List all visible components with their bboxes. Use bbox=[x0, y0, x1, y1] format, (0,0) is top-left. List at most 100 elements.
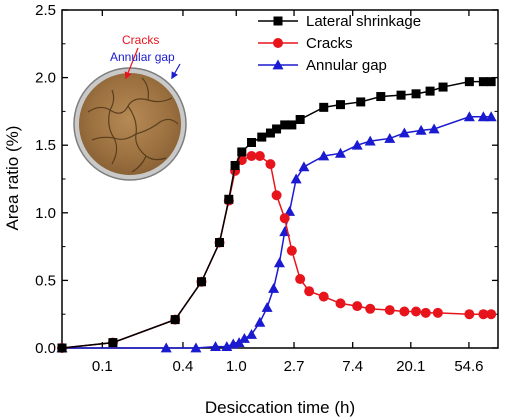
soil-sample-photo bbox=[73, 67, 187, 181]
data-point-lateral-shrinkage bbox=[215, 238, 225, 248]
data-point-cracks bbox=[352, 301, 363, 312]
data-point-annular-gap bbox=[398, 127, 410, 138]
data-point-annular-gap bbox=[246, 328, 258, 339]
legend-item-lateral-shrinkage: Lateral shrinkage bbox=[258, 13, 421, 30]
data-point-annular-gap bbox=[384, 132, 396, 143]
legend-label: Annular gap bbox=[306, 57, 387, 74]
data-point-annular-gap bbox=[160, 342, 172, 353]
series-line-cracks bbox=[61, 155, 492, 349]
annular-gap-annotation: Annular gap bbox=[110, 50, 175, 64]
data-point-cracks bbox=[420, 307, 431, 318]
x-axis-title: Desiccation time (h) bbox=[205, 398, 355, 417]
data-point-lateral-shrinkage bbox=[196, 277, 206, 287]
data-point-cracks bbox=[399, 306, 410, 317]
data-point-annular-gap bbox=[485, 111, 497, 122]
data-point-annular-gap bbox=[210, 341, 222, 352]
y-tick-label: 0.0 bbox=[35, 340, 56, 357]
data-point-lateral-shrinkage bbox=[170, 315, 180, 325]
cracks-annotation: Cracks bbox=[122, 33, 159, 47]
data-point-annular-gap bbox=[254, 316, 266, 327]
data-point-lateral-shrinkage bbox=[335, 100, 345, 110]
y-tick-labels: 0.0 0.5 1.0 1.5 2.0 2.5 bbox=[35, 2, 56, 357]
data-point-cracks bbox=[318, 291, 329, 302]
data-point-annular-gap bbox=[261, 301, 273, 312]
data-point-lateral-shrinkage bbox=[295, 115, 305, 125]
annular-gap-arrow bbox=[171, 63, 181, 80]
x-tick-label: 20.1 bbox=[396, 358, 425, 375]
data-point-annular-gap bbox=[221, 341, 233, 352]
y-tick-label: 2.5 bbox=[35, 2, 56, 19]
data-point-annular-gap bbox=[233, 337, 245, 347]
data-point-annular-gap bbox=[477, 111, 489, 122]
data-point-annular-gap bbox=[284, 205, 296, 216]
data-point-cracks bbox=[335, 298, 346, 309]
data-point-lateral-shrinkage bbox=[319, 102, 329, 112]
data-point-cracks bbox=[295, 274, 306, 285]
data-point-lateral-shrinkage bbox=[108, 338, 118, 348]
cracks-arrow bbox=[124, 47, 139, 80]
data-point-annular-gap bbox=[334, 147, 346, 158]
data-point-cracks bbox=[365, 303, 376, 314]
data-point-annular-gap bbox=[290, 173, 302, 184]
data-point-cracks bbox=[384, 305, 395, 316]
data-point-cracks bbox=[265, 159, 276, 170]
data-point-lateral-shrinkage bbox=[411, 89, 421, 99]
legend-item-annular-gap: Annular gap bbox=[258, 57, 387, 74]
data-point-annular-gap bbox=[318, 150, 330, 161]
data-point-cracks bbox=[246, 151, 257, 162]
data-point-lateral-shrinkage bbox=[486, 77, 496, 87]
y-axis-title: Area ratio (%) bbox=[3, 126, 22, 231]
legend-marker bbox=[273, 16, 283, 26]
data-point-cracks bbox=[464, 309, 475, 320]
series-lateral-shrinkage bbox=[57, 77, 496, 353]
legend: Lateral shrinkage Cracks Annular gap bbox=[258, 13, 421, 74]
data-point-lateral-shrinkage bbox=[237, 147, 247, 157]
data-point-annular-gap bbox=[415, 124, 427, 135]
data-point-lateral-shrinkage bbox=[438, 82, 448, 92]
data-point-annular-gap bbox=[298, 161, 310, 172]
legend-marker bbox=[273, 38, 283, 48]
data-point-cracks bbox=[478, 309, 489, 320]
data-point-lateral-shrinkage bbox=[280, 120, 290, 130]
data-point-lateral-shrinkage bbox=[272, 124, 282, 134]
data-point-lateral-shrinkage bbox=[287, 120, 297, 130]
data-point-annular-gap bbox=[364, 135, 376, 146]
data-point-lateral-shrinkage bbox=[356, 97, 366, 107]
y-tick-label: 1.0 bbox=[35, 205, 56, 222]
data-point-cracks bbox=[271, 190, 282, 201]
data-point-annular-gap bbox=[351, 139, 363, 150]
data-point-lateral-shrinkage bbox=[376, 92, 386, 102]
data-point-lateral-shrinkage bbox=[265, 128, 275, 138]
data-point-lateral-shrinkage bbox=[396, 90, 406, 100]
data-point-annular-gap bbox=[273, 257, 285, 268]
axis-ticks bbox=[62, 9, 498, 349]
data-point-cracks bbox=[486, 309, 497, 320]
data-point-lateral-shrinkage bbox=[425, 86, 435, 96]
data-point-lateral-shrinkage bbox=[478, 77, 488, 87]
data-point-lateral-shrinkage bbox=[247, 137, 257, 147]
legend-marker bbox=[272, 59, 284, 70]
data-point-annular-gap bbox=[428, 123, 440, 134]
legend-item-cracks: Cracks bbox=[258, 35, 353, 52]
data-point-annular-gap bbox=[268, 283, 280, 293]
data-point-cracks bbox=[411, 306, 422, 317]
legend-label: Lateral shrinkage bbox=[306, 13, 421, 30]
y-tick-label: 0.5 bbox=[35, 272, 56, 289]
data-point-lateral-shrinkage bbox=[464, 77, 474, 87]
data-point-lateral-shrinkage bbox=[257, 132, 267, 142]
y-tick-label: 2.0 bbox=[35, 70, 56, 87]
x-tick-label: 1.0 bbox=[226, 358, 247, 375]
x-tick-label: 0.4 bbox=[173, 358, 194, 375]
data-point-annular-gap bbox=[238, 333, 250, 343]
data-point-lateral-shrinkage bbox=[57, 343, 67, 353]
data-point-lateral-shrinkage bbox=[224, 194, 234, 204]
x-tick-label: 2.7 bbox=[284, 358, 305, 375]
data-point-lateral-shrinkage bbox=[230, 160, 240, 170]
data-point-cracks bbox=[304, 286, 315, 297]
x-tick-label: 0.1 bbox=[92, 358, 113, 375]
data-point-cracks bbox=[254, 151, 265, 162]
series-cracks bbox=[57, 151, 497, 353]
photo-annotations: Cracks Annular gap bbox=[110, 33, 181, 80]
x-tick-labels: 0.1 0.4 1.0 2.7 7.4 20.1 54.6 bbox=[92, 358, 484, 375]
